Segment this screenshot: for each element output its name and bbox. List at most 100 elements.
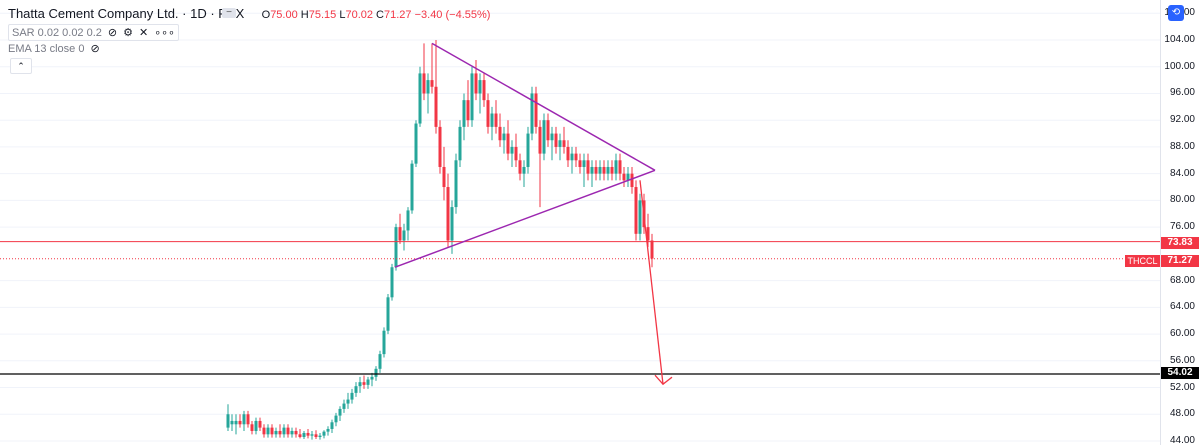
price-tick-label: 60.00 [1169,328,1195,340]
price-tick-label: 84.00 [1169,167,1195,179]
eye-off-icon[interactable]: ⊘ [90,43,100,55]
candle-body [282,427,286,435]
candle-body [406,210,410,231]
candle-body [370,376,374,380]
candle-body [298,434,302,437]
candle-body [374,368,378,377]
candle-body [354,386,358,393]
price-chart[interactable] [0,0,1160,445]
candle-body [386,297,390,331]
price-tick-label: 96.00 [1169,87,1195,99]
candle-body [562,140,566,147]
minus-icon[interactable]: − [222,8,236,18]
ohlc-values: O75.00 H75.15 L70.02 C71.27 −3.40 (−4.55… [262,9,491,21]
price-tick-label: 104.00 [1164,34,1195,45]
symbol-title[interactable]: Thatta Cement Company Ltd. · 1D · PSX [8,6,245,21]
candle-body [322,431,326,436]
candle-body [306,432,310,436]
chart-grid [0,12,1160,442]
candle-body [482,80,486,101]
price-tick-label: 92.00 [1169,114,1195,126]
triangle-lower-line [394,169,656,268]
open-value: 75.00 [270,9,298,21]
eye-off-icon[interactable]: ⊘ [107,27,118,39]
gear-icon[interactable]: ⚙ [123,27,133,39]
chevron-up-icon[interactable]: ⌃ [10,58,32,74]
candle-body [434,86,438,127]
candle-body [398,227,402,241]
candle-body [566,146,570,161]
symbol-tag: THCCL [1125,255,1160,267]
price-tick-label: 64.00 [1169,301,1195,313]
candle-body [594,166,598,174]
more-icon[interactable]: ∘∘∘ [154,27,175,39]
candle-body [338,408,342,416]
candle-body [634,187,638,234]
candle-body [290,430,294,435]
candle-body [430,80,434,87]
candle-body [458,126,462,161]
indicator-sar[interactable]: SAR 0.02 0.02 0.2 ⊘ ⚙ ✕ ∘∘∘ [8,24,179,41]
settings-icon[interactable]: ⟲ [1168,5,1184,21]
projection-arrow-line [639,180,664,385]
candle-body [514,146,518,161]
candle-body [606,166,610,174]
candle-body [530,93,534,134]
price-tick-label: 68.00 [1169,274,1195,286]
price-tick-label: 48.00 [1169,408,1195,420]
candle-body [498,126,502,141]
candle-body [250,424,254,431]
close-label: C [376,9,384,21]
candle-body [238,420,242,425]
candle-body [586,160,590,174]
price-tick-label: 80.00 [1169,194,1195,206]
candle-body [598,166,602,174]
candle-body [494,113,498,127]
candle-body [234,420,238,425]
candle-body [230,420,234,425]
candle-body [286,427,290,435]
candle-body [538,126,542,154]
price-tag-54: 54.02 [1161,367,1199,379]
indicator-ema-label: EMA 13 close 0 [8,42,85,55]
candle-body [258,420,262,428]
candle-body [474,73,478,94]
candle-body [350,392,354,400]
candle-body [490,113,494,127]
candle-body [358,382,362,387]
candle-body [378,354,382,369]
high-value: 75.15 [308,9,337,21]
candle-body [638,200,642,234]
price-tick-label: 76.00 [1169,221,1195,233]
candle-body [382,330,386,355]
candle-body [506,133,510,154]
candle-body [470,73,474,121]
candle-body [270,427,274,435]
candle-body [534,93,538,127]
candle-body [554,133,558,147]
candle-body [626,173,630,181]
candle-body [610,166,614,174]
candle-body [410,163,414,211]
chart-legend: Thatta Cement Company Ltd. · 1D · PSX O7… [8,6,490,21]
close-value: 71.27 [384,9,412,21]
candle-body [578,160,582,167]
candle-body [614,160,618,174]
drawing-layer [0,42,1160,386]
candle-body [226,414,230,428]
candle-body [446,187,450,241]
low-label: L [339,9,346,21]
candle-body [510,146,514,154]
close-icon[interactable]: ✕ [139,27,149,39]
candle-body [570,153,574,161]
indicator-ema[interactable]: EMA 13 close 0 ⊘ [8,42,100,55]
candle-body [334,415,338,423]
candle-body [582,160,586,167]
candle-body [242,414,246,425]
price-tick-label: 88.00 [1169,140,1195,152]
high-label: H [300,9,309,21]
candle-body [590,166,594,174]
candle-body [326,428,330,432]
low-value: 70.02 [345,9,373,21]
candle-body [546,120,550,141]
